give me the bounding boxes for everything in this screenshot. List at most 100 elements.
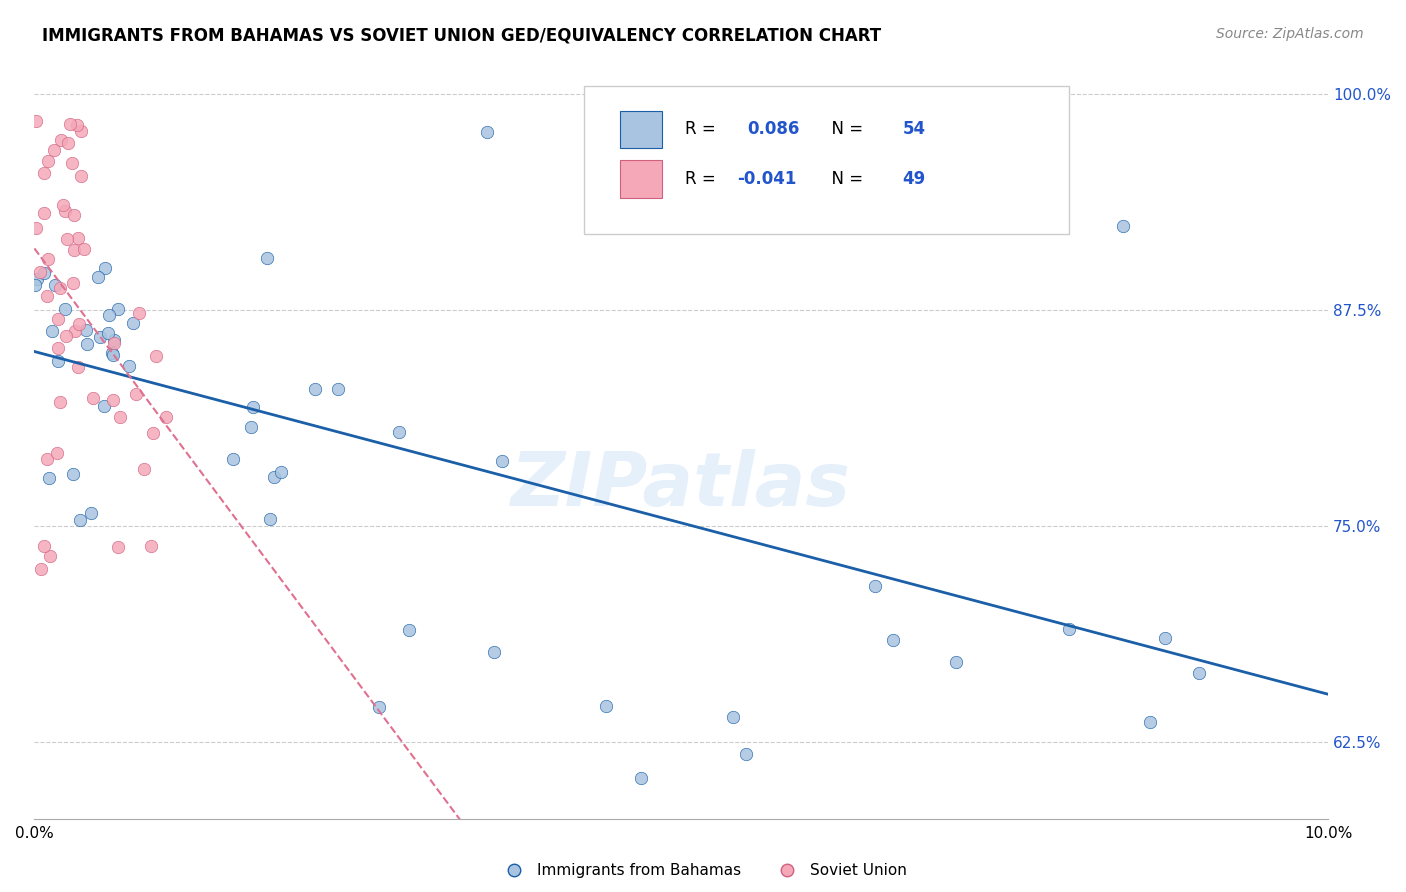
Point bbox=[368, 700, 391, 714]
Point bbox=[122, 316, 145, 330]
Point bbox=[46, 353, 69, 368]
Point bbox=[82, 391, 104, 405]
Point bbox=[259, 512, 281, 526]
Point bbox=[69, 124, 91, 138]
Point bbox=[62, 467, 84, 482]
Point bbox=[25, 221, 48, 235]
Point bbox=[52, 198, 75, 212]
Point bbox=[87, 269, 110, 284]
Point bbox=[35, 288, 58, 302]
Point bbox=[35, 452, 58, 467]
Point bbox=[49, 395, 72, 409]
Point bbox=[76, 337, 98, 351]
Point bbox=[326, 383, 349, 397]
Point bbox=[477, 125, 499, 139]
Point bbox=[1059, 623, 1081, 637]
Point bbox=[30, 562, 52, 576]
Point bbox=[46, 311, 69, 326]
Point bbox=[263, 470, 285, 484]
Point bbox=[128, 306, 150, 320]
Point bbox=[103, 333, 125, 347]
Point bbox=[1154, 632, 1177, 646]
Point bbox=[34, 539, 56, 553]
Point bbox=[139, 539, 162, 553]
Point bbox=[53, 203, 76, 218]
Point bbox=[63, 207, 86, 221]
Point bbox=[1112, 219, 1135, 234]
Point bbox=[118, 359, 141, 374]
Point bbox=[97, 326, 120, 341]
Point bbox=[37, 252, 59, 266]
Point bbox=[51, 133, 73, 147]
Text: ZIPatlas: ZIPatlas bbox=[512, 449, 851, 522]
Point bbox=[79, 507, 101, 521]
Point bbox=[270, 465, 292, 479]
Point bbox=[103, 393, 125, 408]
Point bbox=[30, 265, 52, 279]
Text: Source: ZipAtlas.com: Source: ZipAtlas.com bbox=[1216, 27, 1364, 41]
Point bbox=[34, 166, 56, 180]
Text: 49: 49 bbox=[903, 169, 925, 188]
Point bbox=[44, 278, 66, 293]
Point bbox=[67, 318, 90, 332]
Point bbox=[46, 445, 69, 459]
Point bbox=[630, 771, 652, 785]
Point bbox=[865, 579, 887, 593]
Point bbox=[735, 747, 758, 761]
Point bbox=[69, 513, 91, 527]
Point bbox=[60, 156, 83, 170]
Text: N =: N = bbox=[821, 169, 869, 188]
Point bbox=[242, 401, 264, 415]
Point bbox=[42, 144, 65, 158]
Point bbox=[388, 425, 411, 439]
Point bbox=[304, 382, 326, 396]
Point bbox=[49, 281, 72, 295]
FancyBboxPatch shape bbox=[585, 87, 1070, 235]
Point bbox=[89, 329, 111, 343]
Point bbox=[55, 329, 77, 343]
Point bbox=[132, 462, 155, 476]
Point bbox=[595, 699, 617, 714]
Point bbox=[58, 136, 80, 150]
Point bbox=[108, 409, 131, 424]
Point bbox=[25, 272, 48, 286]
Point bbox=[25, 114, 48, 128]
Text: R =: R = bbox=[685, 169, 721, 188]
Point bbox=[1188, 665, 1211, 680]
Point bbox=[94, 261, 117, 276]
Point bbox=[38, 549, 60, 563]
Point bbox=[67, 231, 90, 245]
Point bbox=[1139, 715, 1161, 730]
Point bbox=[38, 471, 60, 485]
Point bbox=[62, 277, 84, 291]
Text: -0.041: -0.041 bbox=[737, 169, 796, 188]
Point bbox=[491, 454, 513, 468]
Point bbox=[482, 645, 505, 659]
Legend: Immigrants from Bahamas, Soviet Union: Immigrants from Bahamas, Soviet Union bbox=[494, 857, 912, 884]
Point bbox=[66, 359, 89, 374]
Text: N =: N = bbox=[821, 120, 869, 138]
Point bbox=[53, 302, 76, 317]
Point bbox=[24, 277, 46, 292]
FancyBboxPatch shape bbox=[620, 111, 662, 148]
Text: 0.086: 0.086 bbox=[747, 120, 800, 138]
Point bbox=[398, 623, 420, 637]
Point bbox=[101, 346, 124, 360]
Point bbox=[125, 386, 148, 401]
Point bbox=[721, 710, 744, 724]
Point bbox=[945, 655, 967, 669]
Point bbox=[63, 324, 86, 338]
FancyBboxPatch shape bbox=[620, 160, 662, 198]
Point bbox=[671, 191, 693, 205]
Text: 54: 54 bbox=[903, 120, 925, 138]
Point bbox=[606, 213, 628, 227]
Point bbox=[65, 118, 87, 132]
Point bbox=[32, 206, 55, 220]
Point bbox=[239, 420, 262, 434]
Point bbox=[145, 349, 167, 363]
Point bbox=[107, 541, 129, 555]
Point bbox=[256, 251, 278, 265]
Point bbox=[103, 336, 125, 351]
Point bbox=[46, 342, 69, 356]
Point bbox=[107, 301, 129, 316]
